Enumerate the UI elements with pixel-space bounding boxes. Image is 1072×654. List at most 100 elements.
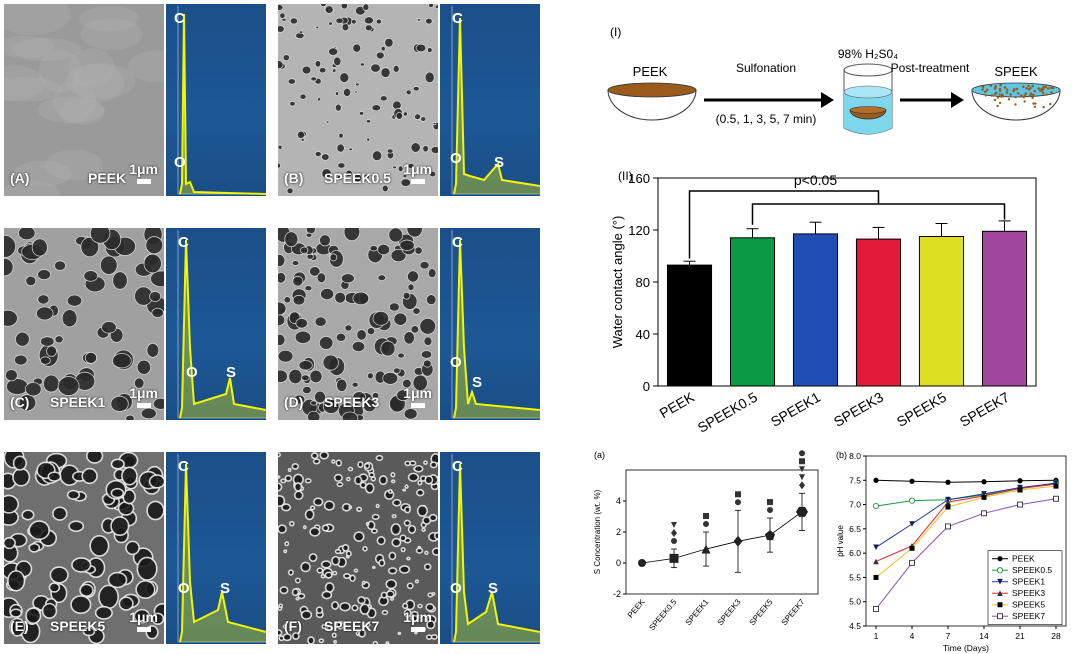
y-axis-label: S Concentration (wt. %): [593, 489, 602, 574]
x-tick-label: SPEEK7: [780, 597, 807, 627]
y-tick-label: 120: [628, 223, 650, 238]
scheme-numeral: (I): [610, 25, 621, 39]
significance-marker: [703, 521, 709, 527]
eds-peak-label-c: C: [178, 234, 189, 251]
x-axis-label: Time (Days): [943, 643, 989, 653]
y-tick-label: -2: [613, 589, 621, 599]
scale-bar: 1μm: [129, 161, 158, 184]
data-point: [909, 478, 915, 484]
sem-image: (C) SPEEK1 1μm: [4, 228, 164, 420]
bar: [981, 230, 1028, 387]
data-point: [945, 499, 951, 505]
x-tick-label: SPEEK0.5: [695, 389, 760, 436]
sem-image: (E) SPEEK5 1μm: [4, 452, 164, 644]
series-line: [875, 485, 1057, 578]
data-point: [945, 504, 951, 510]
sample-label: SPEEK5: [50, 618, 106, 634]
panel-label: (C): [10, 394, 30, 410]
eds-peak-label-o: O: [178, 580, 190, 597]
data-point: [981, 510, 987, 517]
y-tick-label: 6.0: [849, 548, 861, 558]
significance-marker: [767, 507, 773, 514]
data-point: [909, 559, 915, 566]
eds-peak-label-o: O: [174, 154, 186, 171]
panel-label: (B): [284, 170, 304, 186]
data-point: [909, 545, 915, 551]
data-point: [1017, 478, 1023, 484]
x-tick-label: 1: [874, 631, 879, 641]
x-tick-label: SPEEK7: [957, 389, 1012, 430]
data-point: [1053, 483, 1059, 489]
bar: [918, 236, 965, 387]
legend-label: SPEEK1: [1012, 577, 1045, 587]
y-tick-label: 40: [636, 327, 650, 342]
y-tick-label: 4.5: [849, 621, 861, 631]
significance-marker: [671, 538, 677, 545]
data-point: [945, 523, 951, 530]
sample-label: SPEEK1: [50, 394, 106, 410]
y-tick-label: 0: [643, 379, 650, 394]
legend-label: PEEK: [1012, 554, 1035, 564]
data-point: [796, 506, 808, 517]
data-point: [1053, 495, 1059, 502]
scheme-start-label: PEEK: [633, 64, 668, 79]
panel-label: (F): [284, 618, 302, 634]
significance-marker: [735, 499, 741, 506]
panel-label: (b): [836, 450, 847, 460]
significance-bracket: [751, 203, 1006, 225]
x-tick-label: SPEEK3: [831, 389, 886, 430]
data-point: [997, 578, 1003, 585]
chart-numeral: (II): [618, 169, 633, 183]
legend-label: SPEEK7: [1012, 611, 1045, 621]
x-tick-label: PEEK: [626, 597, 647, 620]
data-point: [873, 558, 879, 565]
y-tick-label: 7.0: [849, 500, 861, 510]
x-tick-label: 7: [946, 631, 951, 641]
series-line: [875, 479, 1057, 483]
panel-label: (a): [594, 450, 605, 460]
y-tick-label: 5.5: [849, 572, 861, 582]
eds-peak-label-s: S: [494, 154, 505, 171]
x-tick-label: 28: [1051, 631, 1061, 641]
sample-label: SPEEK7: [324, 618, 380, 634]
bar: [792, 233, 839, 387]
y-tick-label: 0: [616, 558, 621, 568]
legend: [987, 550, 1063, 626]
eds-peak-label-o: O: [450, 354, 462, 371]
sem-image: (D) SPEEK3 1μm: [278, 228, 438, 420]
significance-marker: [799, 474, 805, 481]
data-point: [908, 497, 916, 504]
step1-times: (0.5, 1, 3, 5, 7 min): [716, 112, 817, 126]
speek-bowl: [971, 82, 1061, 121]
eds-peak-label-c: C: [452, 458, 463, 475]
sample-label: SPEEK3: [324, 394, 380, 410]
sem-image: (B) SPEEK0.5 1μm: [278, 4, 438, 196]
data-point: [873, 606, 879, 612]
data-point: [669, 553, 679, 563]
eds-peak-label-c: C: [452, 10, 463, 27]
y-tick-label: 6.5: [849, 524, 861, 534]
bar: [729, 237, 776, 387]
eds-peak-label-c: C: [174, 10, 185, 27]
sulfonation-scheme: (I) PEEK Sulfonation (0.5, 1, 3, 5, 7 mi…: [607, 25, 1061, 135]
step1-label: Sulfonation: [736, 61, 796, 75]
data-point: [981, 494, 987, 500]
bar: [855, 238, 902, 387]
eds-peak-label-s: S: [226, 364, 237, 381]
x-tick-label: SPEEK0.5: [647, 597, 679, 632]
x-tick-label: 21: [1015, 631, 1025, 641]
significance-marker: [799, 458, 805, 465]
y-tick-label: 160: [628, 171, 650, 186]
eds-peak-label-s: S: [220, 580, 231, 597]
data-point: [701, 544, 711, 554]
scale-bar: 1μm: [129, 609, 158, 632]
x-tick-label: 14: [979, 631, 989, 641]
significance-bracket: [688, 190, 880, 259]
